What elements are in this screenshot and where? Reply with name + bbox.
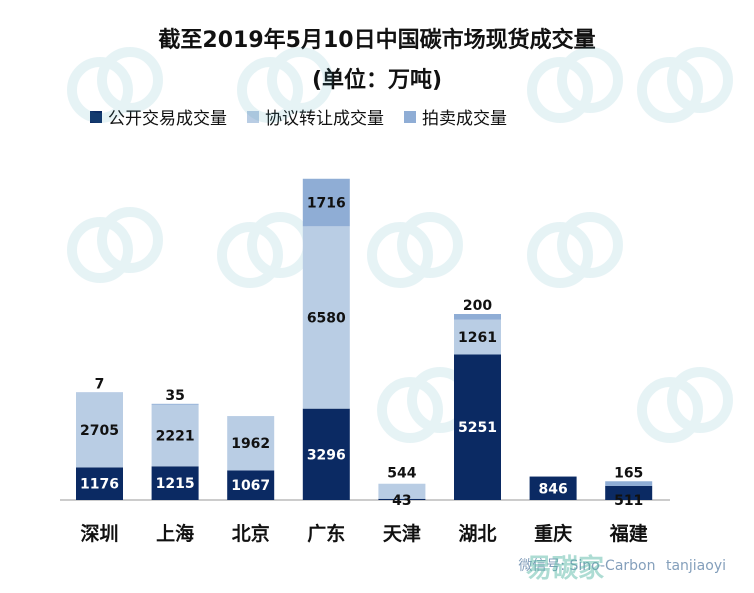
bar-public-4: [378, 498, 426, 500]
chart-subtitle: (单位：万吨): [311, 68, 443, 93]
data-label-public-6: 846: [538, 481, 567, 497]
bar-public-5: [454, 354, 501, 500]
data-label-auction-5: 200: [463, 298, 492, 314]
bar-agreement-5: [454, 319, 501, 355]
legend-swatch-agreement: [247, 110, 259, 123]
legend-swatch-auction: [404, 110, 416, 123]
data-label-public-2: 1067: [231, 478, 270, 494]
bar-auction-7: [605, 481, 653, 486]
legend-label-public: 公开交易成交量: [108, 109, 227, 129]
bar-agreement-4: [378, 483, 426, 499]
data-label-agreement-5: 1261: [458, 330, 497, 346]
x-tick-label-6: 重庆: [534, 522, 572, 545]
legend-label-agreement: 协议转让成交量: [265, 109, 384, 129]
data-label-agreement-2: 1962: [231, 436, 270, 452]
data-label-auction-1: 35: [165, 388, 184, 404]
wechat-id: 微信号: Sino-Carbon tanjiaoyi: [518, 555, 726, 575]
chart-title: 截至2019年5月10日中国碳市场现货成交量: [158, 28, 596, 53]
bar-agreement-1: [151, 404, 199, 467]
x-tick-label-5: 湖北: [458, 523, 496, 545]
data-label-agreement-1: 2221: [156, 429, 195, 445]
legend-item-auction: 拍卖成交量: [404, 104, 507, 129]
legend-label-auction: 拍卖成交量: [422, 109, 507, 129]
data-label-public-3: 3296: [307, 447, 346, 463]
x-tick-label-1: 上海: [156, 522, 194, 545]
data-label-auction-7: 165: [614, 465, 643, 481]
data-label-public-5: 5251: [458, 420, 497, 436]
brand-watermark: 易碳家: [525, 554, 604, 584]
bar-public-7: [605, 485, 653, 500]
legend: 公开交易成交量 协议转让成交量 拍卖成交量: [90, 104, 507, 129]
data-label-auction-0: 7: [95, 376, 105, 392]
bar-public-1: [151, 466, 199, 500]
data-label-public-1: 1215: [156, 476, 195, 492]
bar-auction-3: [302, 178, 350, 227]
bar-auction-5: [454, 313, 501, 320]
bar-public-3: [302, 408, 350, 500]
data-label-public-0: 1176: [80, 477, 119, 493]
data-label-public-7: 511: [614, 493, 643, 509]
bar-agreement-2: [227, 416, 275, 471]
legend-swatch-public: [90, 110, 102, 123]
x-tick-label-7: 福建: [609, 522, 648, 545]
x-tick-label-0: 深圳: [80, 522, 118, 545]
data-label-public-4: 43: [392, 493, 411, 509]
x-tick-label-2: 北京: [232, 522, 270, 545]
wechat-text: 微信号: Sino-Carbon: [518, 558, 656, 574]
site-text: tanjiaoyi: [665, 558, 726, 574]
legend-item-agreement: 协议转让成交量: [247, 104, 384, 129]
data-label-agreement-4: 544: [387, 466, 416, 482]
bar-agreement-0: [76, 392, 123, 468]
bar-auction-1: [151, 403, 199, 405]
data-label-agreement-3: 6580: [307, 310, 346, 326]
x-tick-label-3: 广东: [307, 522, 345, 545]
legend-item-public: 公开交易成交量: [90, 104, 227, 129]
x-tick-label-4: 天津: [383, 522, 421, 545]
bar-agreement-3: [302, 226, 350, 409]
bar-public-6: [529, 476, 577, 500]
bar-public-0: [76, 467, 123, 500]
data-label-auction-3: 1716: [307, 196, 346, 212]
data-label-agreement-0: 2705: [80, 423, 119, 439]
bar-public-2: [227, 470, 275, 500]
